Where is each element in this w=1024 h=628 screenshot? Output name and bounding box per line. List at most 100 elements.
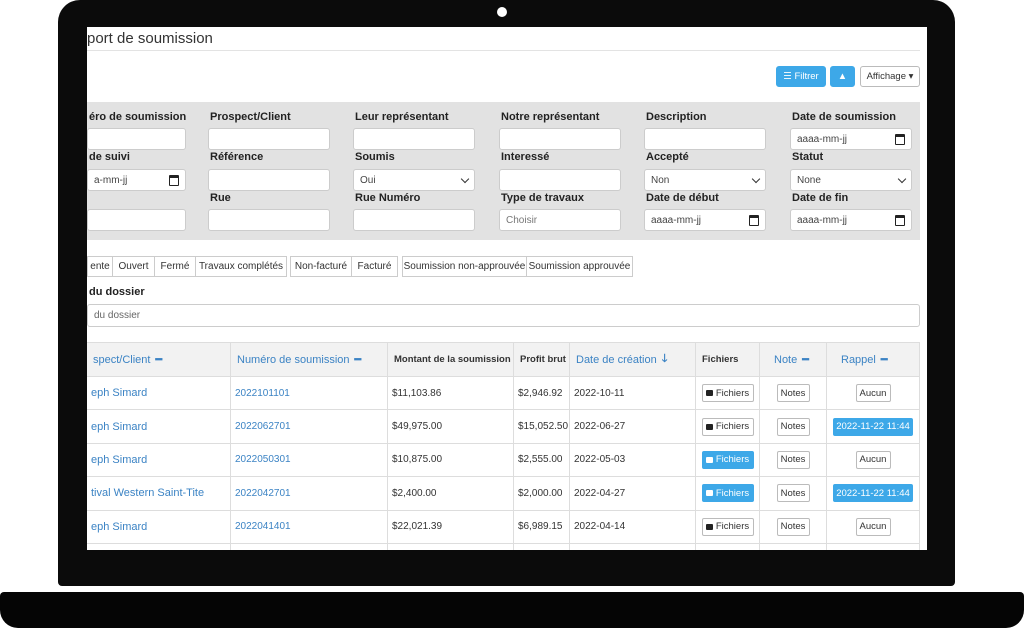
- reminder-button[interactable]: Aucun: [855, 384, 891, 403]
- reminder-button[interactable]: Aucun: [855, 450, 891, 469]
- input-value: Choisir: [506, 214, 538, 226]
- filter-input[interactable]: [87, 209, 186, 231]
- column-header[interactable]: Date de création 🡓: [570, 343, 696, 377]
- column-header[interactable]: Rappel ━: [827, 343, 920, 377]
- filter-input[interactable]: aaaa-mm-jj: [790, 128, 912, 150]
- notes-button[interactable]: Notes: [776, 484, 810, 503]
- icon-button[interactable]: ▲: [830, 66, 855, 87]
- column-header[interactable]: spect/Client ━: [87, 343, 231, 377]
- filter-input[interactable]: [499, 128, 621, 150]
- files-button[interactable]: Fichiers: [701, 417, 754, 436]
- column-header[interactable]: Numéro de soumission ━: [231, 343, 388, 377]
- number-link[interactable]: 2022101101: [235, 387, 290, 399]
- notes-button[interactable]: Notes: [776, 417, 810, 436]
- client-link[interactable]: tival Western Saint-Tite: [91, 487, 205, 500]
- table-cell: Aucun: [827, 377, 920, 411]
- status-button[interactable]: Travaux complétés: [195, 256, 287, 277]
- status-button[interactable]: Facturé: [351, 256, 398, 277]
- table-cell: eph Simard: [87, 377, 231, 411]
- status-button[interactable]: Fermé: [154, 256, 196, 277]
- files-button[interactable]: Fichiers: [701, 484, 754, 503]
- filter-label: Date de fin: [792, 192, 849, 204]
- filter-input[interactable]: Non: [644, 169, 766, 191]
- files-label: Fichiers: [715, 454, 750, 466]
- laptop-base: [0, 592, 1024, 628]
- table-cell: 2022042701: [231, 477, 388, 511]
- sort-icon: ━: [802, 354, 809, 366]
- files-button[interactable]: Fichiers: [701, 384, 754, 403]
- filter-input[interactable]: aaaa-mm-jj: [644, 209, 766, 231]
- reminder-button[interactable]: Aucun: [855, 517, 891, 536]
- amount-text: $2,400.00: [392, 487, 437, 499]
- status-button[interactable]: Ouvert: [112, 256, 155, 277]
- filter-input[interactable]: [644, 128, 766, 150]
- status-button[interactable]: Non-facturé: [290, 256, 352, 277]
- status-button[interactable]: ente: [87, 256, 113, 277]
- column-header[interactable]: Note ━: [760, 343, 827, 377]
- calendar-icon: [895, 214, 905, 226]
- column-header-label: Numéro de soumission: [237, 353, 350, 366]
- filter-label: Rue Numéro: [355, 192, 421, 204]
- table-cell: Fichiers: [696, 510, 760, 544]
- client-link[interactable]: eph Simard: [91, 453, 148, 466]
- filter-input[interactable]: [208, 169, 330, 191]
- files-button[interactable]: Fichiers: [701, 517, 754, 536]
- filter-button[interactable]: ☰ Filtrer: [776, 66, 826, 87]
- table-cell: [87, 544, 231, 550]
- select-arrow: [751, 174, 761, 183]
- notes-button[interactable]: Notes: [776, 384, 810, 403]
- filter-label: Date de soumission: [792, 111, 896, 123]
- notes-button[interactable]: Notes: [776, 450, 810, 469]
- filter-label: Accepté: [646, 151, 689, 163]
- files-button[interactable]: Fichiers: [701, 450, 754, 469]
- display-button[interactable]: Affichage ▾: [860, 66, 920, 87]
- filter-label: éro de soumission: [89, 111, 187, 123]
- number-link[interactable]: 2022042701: [235, 487, 291, 499]
- filter-input[interactable]: a-mm-jj: [87, 169, 186, 191]
- status-button[interactable]: Soumission approuvée: [526, 256, 633, 277]
- filter-input[interactable]: Choisir: [499, 209, 621, 231]
- input-value: None: [797, 174, 821, 186]
- table-cell: eph Simard: [87, 443, 231, 478]
- filter-input[interactable]: [208, 209, 330, 231]
- client-link[interactable]: eph Simard: [91, 387, 148, 400]
- select-arrow: [460, 174, 470, 183]
- select-arrow: [897, 174, 907, 183]
- filter-input[interactable]: Oui: [353, 169, 475, 191]
- filter-input[interactable]: [353, 128, 475, 150]
- client-link[interactable]: eph Simard: [91, 420, 148, 433]
- display-button-label: Affichage: [866, 71, 907, 82]
- reminder-button[interactable]: 2022-11-22 11:44: [833, 484, 913, 503]
- files-label: Fichiers: [715, 421, 750, 433]
- table-cell: 2022-10-11: [570, 377, 696, 411]
- table-cell: Notes: [760, 510, 827, 544]
- status-button[interactable]: Soumission non-approuvée: [402, 256, 527, 277]
- filter-input[interactable]: None: [790, 169, 912, 191]
- filter-input[interactable]: [499, 169, 621, 191]
- table-cell: $2,946.92: [514, 377, 570, 411]
- table-cell: $10,875.00: [388, 443, 514, 478]
- column-header: Montant de la soumission: [388, 343, 514, 377]
- number-link[interactable]: 2022041401: [235, 521, 291, 533]
- notes-button[interactable]: Notes: [776, 517, 810, 536]
- date-text: 2022-04-27: [574, 487, 626, 499]
- filter-label: Interessé: [501, 151, 550, 163]
- table-cell: [388, 544, 514, 550]
- filter-input[interactable]: [208, 128, 330, 150]
- table-cell: $22,021.39: [388, 510, 514, 544]
- number-link[interactable]: 2022062701: [235, 421, 291, 433]
- dossier-input[interactable]: du dossier: [87, 304, 920, 327]
- table-cell: Fichiers: [696, 477, 760, 511]
- filter-input[interactable]: aaaa-mm-jj: [790, 209, 912, 231]
- number-link[interactable]: 2022050301: [235, 454, 291, 466]
- client-link[interactable]: eph Simard: [91, 520, 148, 533]
- filter-input[interactable]: [87, 128, 186, 150]
- input-value: aaaa-mm-jj: [797, 214, 848, 226]
- table-cell: 2022062701: [231, 410, 388, 444]
- filter-input[interactable]: [353, 209, 475, 231]
- table-cell: Notes: [760, 377, 827, 411]
- divider: [87, 50, 920, 51]
- input-value: Oui: [360, 174, 376, 186]
- reminder-button[interactable]: 2022-11-22 11:44: [833, 417, 913, 436]
- table-cell: $49,975.00: [388, 410, 514, 444]
